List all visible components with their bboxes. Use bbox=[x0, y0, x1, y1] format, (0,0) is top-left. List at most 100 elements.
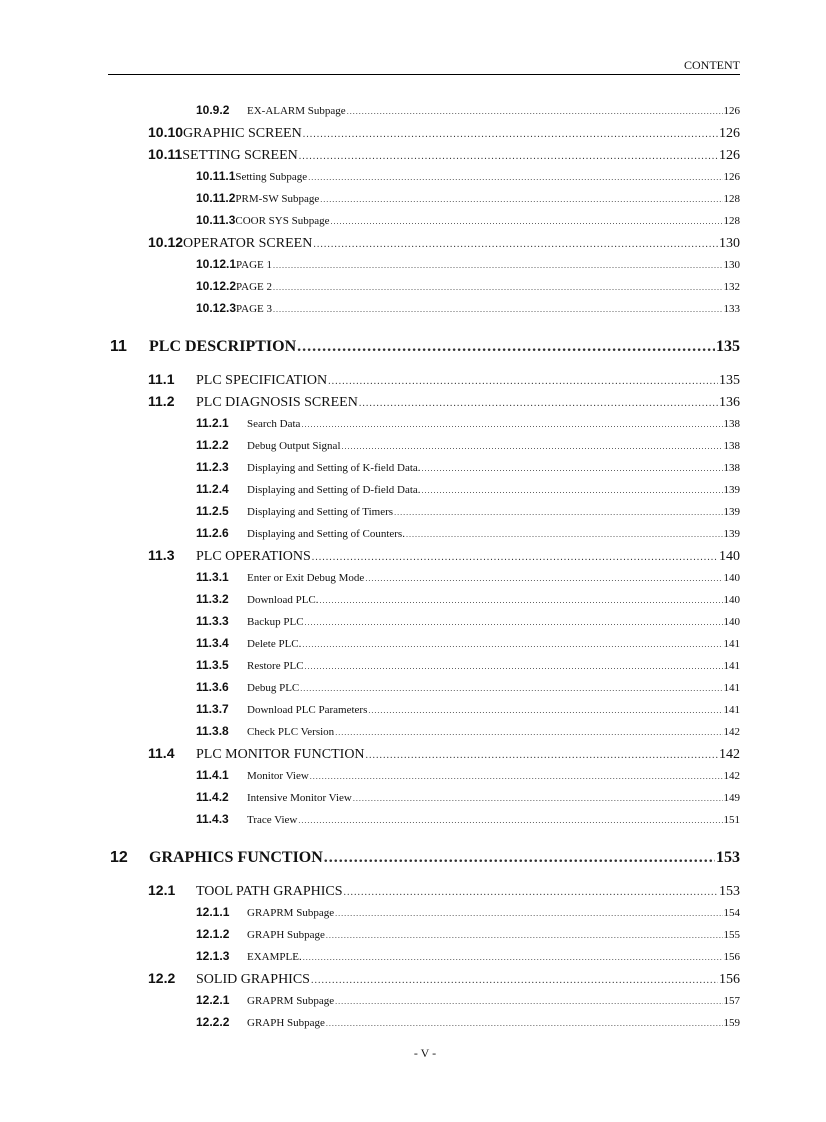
toc-entry-11-2[interactable]: 11.2 PLC DIAGNOSIS SCREEN 136 bbox=[0, 390, 740, 412]
toc-entry-page: 135 bbox=[716, 338, 740, 355]
dot-leader bbox=[353, 788, 723, 810]
toc-entry-title: PAGE 1 bbox=[236, 259, 273, 271]
toc-entry-11-2-6[interactable]: 11.2.6 Displaying and Setting of Counters… bbox=[0, 522, 740, 544]
toc-entry-title: PLC OPERATIONS bbox=[196, 549, 311, 564]
toc-entry-11-3-3[interactable]: 11.3.3 Backup PLC 140 bbox=[0, 610, 740, 632]
toc-entry-number: 12.1 bbox=[148, 882, 176, 898]
toc-entry-11-3[interactable]: 11.3 PLC OPERATIONS 140 bbox=[0, 544, 740, 566]
dot-leader bbox=[344, 882, 718, 904]
toc-entry-number: 11.4.2 bbox=[196, 790, 229, 804]
dot-leader bbox=[347, 101, 723, 123]
toc-entry-page: 154 bbox=[723, 907, 741, 919]
running-header: CONTENT bbox=[684, 58, 740, 72]
toc-entry-11-2-4[interactable]: 11.2.4 Displaying and Setting of D-field … bbox=[0, 478, 740, 500]
toc-entry-11-3-7[interactable]: 11.3.7 Download PLC Parameters 141 bbox=[0, 698, 740, 720]
toc-entry-11-2-5[interactable]: 11.2.5 Displaying and Setting of Timers 13… bbox=[0, 500, 740, 522]
toc-entry-number: 11.3.5 bbox=[196, 658, 229, 672]
toc-entry-number: 10.12.2 bbox=[196, 279, 237, 293]
toc-entry-number: 12.1.2 bbox=[196, 927, 230, 941]
dot-leader bbox=[342, 436, 723, 458]
toc-entry-page: 149 bbox=[723, 792, 741, 804]
toc-entry-number: 12.2.2 bbox=[196, 1015, 230, 1029]
dot-leader bbox=[303, 124, 718, 146]
toc-entry-11-4-2[interactable]: 11.4.2 Intensive Monitor View 149 bbox=[0, 786, 740, 808]
toc-entry-title: Debug Output Signal bbox=[247, 440, 341, 452]
dot-leader bbox=[297, 336, 715, 358]
toc-entry-number: 11.2.3 bbox=[196, 460, 229, 474]
toc-entry-title: Monitor View bbox=[247, 770, 309, 782]
toc-entry-page: 126 bbox=[719, 148, 740, 163]
toc-entry-12-1-3[interactable]: 12.1.3 EXAMPLE. 156 bbox=[0, 945, 740, 967]
toc-entry-11-4-3[interactable]: 11.4.3 Trace View 151 bbox=[0, 808, 740, 830]
toc-entry-page: 151 bbox=[723, 814, 741, 826]
dot-leader bbox=[368, 700, 722, 722]
toc-entry-12-1[interactable]: 12.1 TOOL PATH GRAPHICS 153 bbox=[0, 879, 740, 901]
toc-entry-page: 156 bbox=[723, 951, 741, 963]
toc-entry-11-2-2[interactable]: 11.2.2 Debug Output Signal 138 bbox=[0, 434, 740, 456]
toc-entry-page: 155 bbox=[723, 929, 741, 941]
toc-entry-number: 10.11.1 bbox=[196, 169, 236, 183]
toc-entry-number: 10.11.3 bbox=[196, 213, 236, 227]
toc-entry-page: 132 bbox=[723, 281, 741, 293]
toc-entry-title: EX-ALARM Subpage bbox=[247, 105, 346, 117]
toc-entry-title: Enter or Exit Debug Mode bbox=[247, 572, 365, 584]
toc-entry-12-1-1[interactable]: 12.1.1 GRAPRM Subpage 154 bbox=[0, 901, 740, 923]
toc-entry-page: 157 bbox=[723, 995, 741, 1007]
toc-entry-page: 138 bbox=[723, 462, 741, 474]
toc-entry-11-3-2[interactable]: 11.3.2 Download PLC. 140 bbox=[0, 588, 740, 610]
toc-entry-number: 11.3.1 bbox=[196, 570, 229, 584]
toc-entry-11-3-4[interactable]: 11.3.4 Delete PLC. 141 bbox=[0, 632, 740, 654]
dot-leader bbox=[303, 947, 723, 969]
toc-entry-11-3-8[interactable]: 11.3.8 Check PLC Version 142 bbox=[0, 720, 740, 742]
toc-entry-11-3-6[interactable]: 11.3.6 Debug PLC 141 bbox=[0, 676, 740, 698]
toc-entry-number: 10.12 bbox=[148, 234, 184, 250]
toc-entry-page: 128 bbox=[723, 215, 741, 227]
toc-entry-number: 10.11 bbox=[148, 146, 183, 162]
toc-entry-12-1-2[interactable]: 12.1.2 GRAPH Subpage 155 bbox=[0, 923, 740, 945]
toc-entry-page: 126 bbox=[723, 171, 741, 183]
toc-entry-12-2-1[interactable]: 12.2.1 GRAPRM Subpage 157 bbox=[0, 989, 740, 1011]
toc-entry-number: 10.10 bbox=[148, 124, 184, 140]
header-rule bbox=[108, 74, 740, 75]
toc-entry-number: 12.2 bbox=[148, 970, 176, 986]
dot-leader bbox=[320, 189, 722, 211]
dot-leader bbox=[320, 590, 723, 612]
dot-leader bbox=[422, 480, 723, 502]
dot-leader bbox=[326, 1013, 723, 1035]
toc-entry-number: 11.4.1 bbox=[196, 768, 229, 782]
toc-entry-11-1[interactable]: 11.1 PLC SPECIFICATION 135 bbox=[0, 368, 740, 390]
toc-entry-page: 140 bbox=[723, 572, 741, 584]
toc-entry-11-4[interactable]: 11.4 PLC MONITOR FUNCTION 142 bbox=[0, 742, 740, 764]
toc-entry-number: 12.2.1 bbox=[196, 993, 230, 1007]
toc-entry-12-2-2[interactable]: 12.2.2 GRAPH Subpage 159 bbox=[0, 1011, 740, 1033]
dot-leader bbox=[331, 211, 723, 233]
toc-entry-11-4-1[interactable]: 11.4.1 Monitor View 142 bbox=[0, 764, 740, 786]
toc-entry-11-3-1[interactable]: 11.3.1 Enter or Exit Debug Mode 140 bbox=[0, 566, 740, 588]
toc-entry-12[interactable]: 12 GRAPHICS FUNCTION 153 bbox=[0, 847, 740, 869]
toc-entry-title: PAGE 2 bbox=[236, 281, 273, 293]
toc-entry-page: 128 bbox=[723, 193, 741, 205]
toc-entry-11-3-5[interactable]: 11.3.5 Restore PLC 141 bbox=[0, 654, 740, 676]
toc-entry-title: Trace View bbox=[247, 814, 298, 826]
toc-entry-11-2-1[interactable]: 11.2.1 Search Data 138 bbox=[0, 412, 740, 434]
toc-entry-title: Debug PLC bbox=[247, 682, 300, 694]
toc-entry-page: 141 bbox=[723, 704, 741, 716]
toc-entry-12-2[interactable]: 12.2 SOLID GRAPHICS 156 bbox=[0, 967, 740, 989]
toc-entry-number: 11.2.5 bbox=[196, 504, 229, 518]
toc-entry-11[interactable]: 11 PLC DESCRIPTION 135 bbox=[0, 336, 740, 358]
toc-entry-number: 11.4.3 bbox=[196, 812, 229, 826]
toc-entry-title: GRAPH Subpage bbox=[247, 1017, 325, 1029]
toc-entry-10-9-2[interactable]: 10.9.2 EX-ALARM Subpage 126 bbox=[0, 99, 740, 121]
toc-entry-11-2-3[interactable]: 11.2.3 Displaying and Setting of K-field … bbox=[0, 456, 740, 478]
dot-leader bbox=[326, 925, 723, 947]
